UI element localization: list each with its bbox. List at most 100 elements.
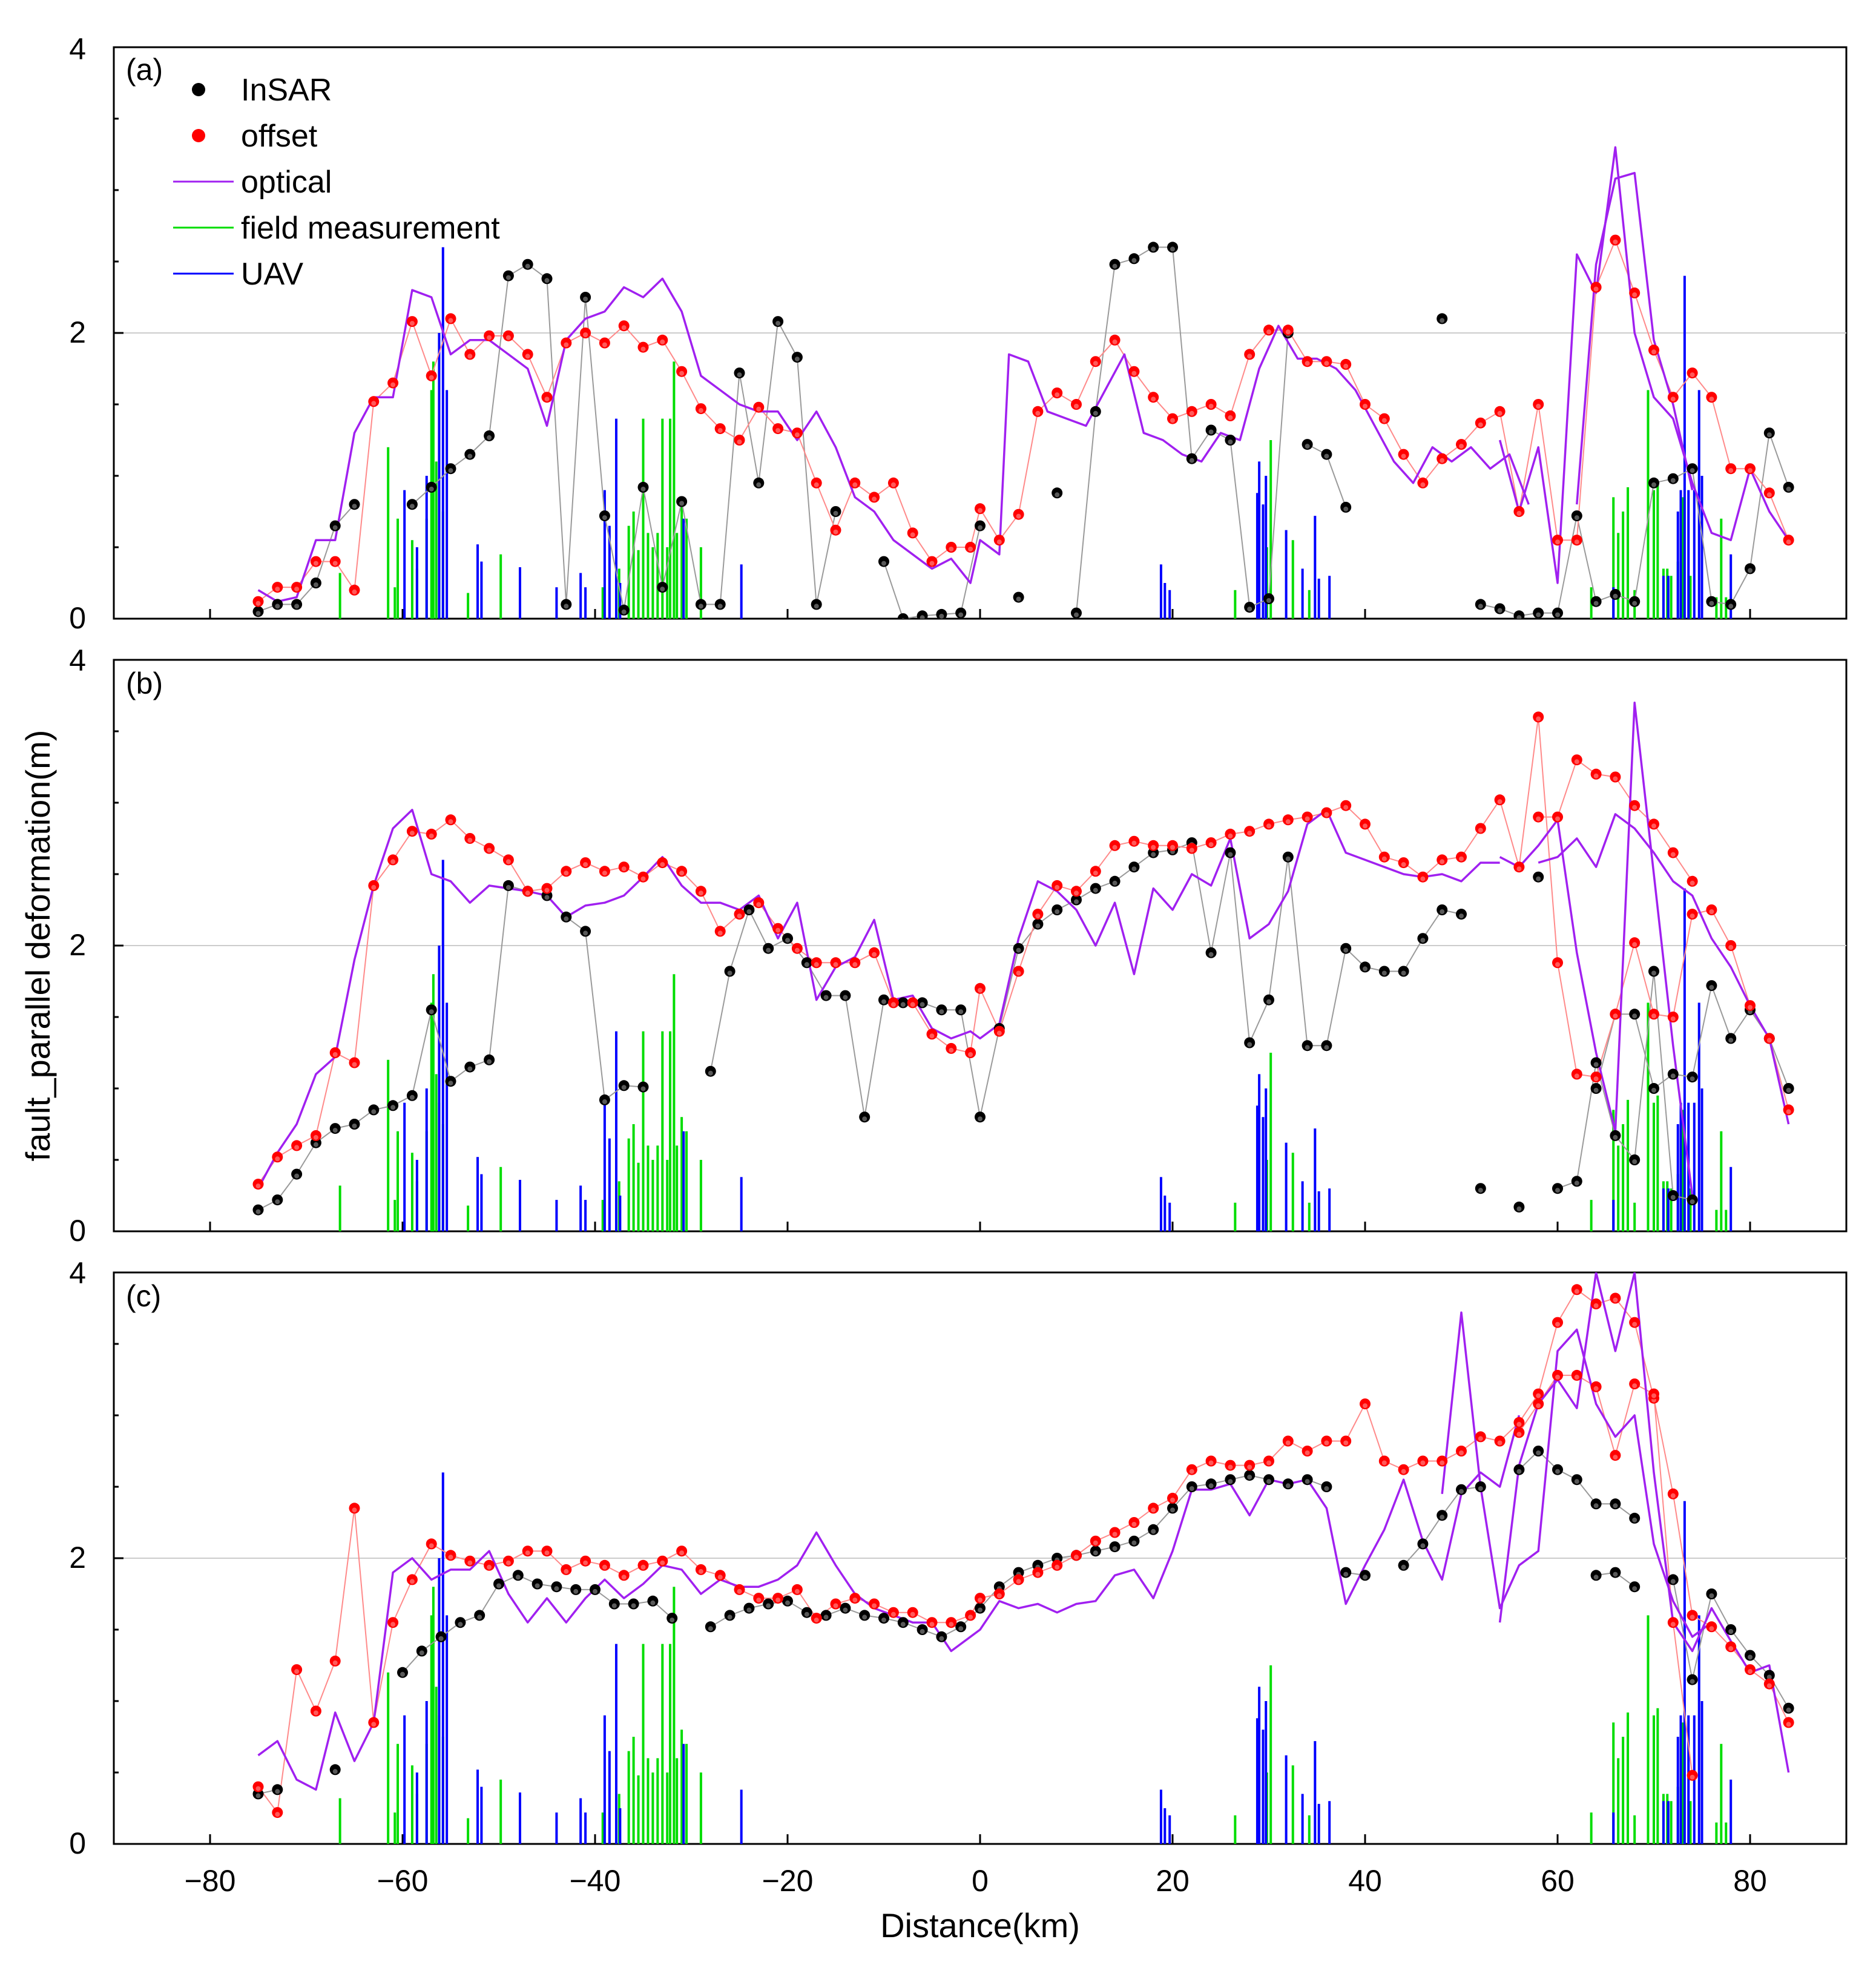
offset-point <box>965 1610 976 1621</box>
insar-point-highlight <box>1440 909 1445 914</box>
insar-point-highlight <box>573 1588 579 1594</box>
offset-point-highlight <box>1536 716 1541 722</box>
offset-point <box>714 926 726 937</box>
insar-point <box>1706 596 1717 607</box>
offset-point <box>1321 356 1332 367</box>
insar-point <box>917 610 928 619</box>
legend: InSAR offset optical field measurement U… <box>173 73 500 292</box>
offset-point-highlight <box>852 482 858 487</box>
offset-point <box>310 556 321 567</box>
insar-point-highlight <box>294 1173 300 1179</box>
offset-point-highlight <box>1516 511 1522 516</box>
insar-point <box>1687 463 1698 475</box>
insar-point <box>936 608 947 619</box>
offset-point-highlight <box>1536 1403 1541 1409</box>
insar-point <box>512 1570 524 1581</box>
y-tick-label: 2 <box>69 315 86 349</box>
offset-point <box>1629 287 1641 298</box>
insar-point-highlight <box>1690 1076 1695 1082</box>
offset-point-highlight <box>1074 404 1079 409</box>
insar-point-highlight <box>1285 856 1291 861</box>
offset-point-highlight <box>1170 1497 1175 1503</box>
offset-point <box>1186 843 1197 854</box>
offset-point-highlight <box>467 354 473 359</box>
offset-point-highlight <box>1074 1555 1079 1560</box>
insar-point <box>1205 1478 1217 1490</box>
offset-point <box>1513 1417 1525 1428</box>
insar-point-highlight <box>332 1128 338 1133</box>
insar-point <box>878 994 889 1006</box>
offset-point-highlight <box>448 819 453 825</box>
insar-point-highlight <box>1189 1486 1194 1491</box>
insar-point-highlight <box>794 357 800 362</box>
insar-point-highlight <box>823 995 829 1000</box>
offset-point-highlight <box>429 1543 434 1549</box>
offset-point <box>772 1593 784 1604</box>
offset-point-highlight <box>1285 329 1291 335</box>
offset-point-highlight <box>255 601 261 606</box>
offset-point-highlight <box>583 332 588 337</box>
insar-point-highlight <box>275 1199 280 1205</box>
offset-point-highlight <box>1343 805 1349 810</box>
insar-point <box>1282 851 1294 863</box>
offset-point-highlight <box>525 354 530 359</box>
insar-point-highlight <box>1728 1038 1734 1043</box>
offset-point-highlight <box>1208 1460 1214 1466</box>
insar-point <box>1167 1503 1178 1514</box>
insar-point-highlight <box>823 1614 829 1620</box>
offset-point-highlight <box>1574 1289 1579 1294</box>
offset-point <box>1109 334 1121 346</box>
insar-point-highlight <box>746 909 752 914</box>
insar-point <box>1687 1674 1698 1685</box>
offset-point <box>599 1559 610 1571</box>
insar-point <box>666 1613 678 1624</box>
insar-point <box>1417 1538 1429 1550</box>
offset-point-highlight <box>833 1603 838 1608</box>
insar-point-highlight <box>1786 1707 1791 1713</box>
insar-point <box>484 1054 495 1065</box>
offset-point-highlight <box>505 859 511 864</box>
insar-point-highlight <box>660 587 665 592</box>
offset-point-highlight <box>996 1030 1002 1036</box>
offset-point <box>406 826 418 837</box>
offset-point <box>1282 814 1294 826</box>
offset-point <box>1648 344 1659 356</box>
insar-point-highlight <box>1381 970 1387 976</box>
insar-point-highlight <box>1305 444 1310 449</box>
offset-point-highlight <box>1055 884 1060 890</box>
offset-point <box>1456 851 1467 863</box>
insar-point-highlight <box>467 453 473 459</box>
offset-point-highlight <box>1632 942 1637 947</box>
offset-point-highlight <box>1670 1016 1676 1021</box>
offset-point-highlight <box>1285 1440 1291 1446</box>
plot-layer <box>114 47 1846 1844</box>
offset-point <box>975 982 986 994</box>
offset-point-highlight <box>332 1052 338 1057</box>
offset-point-highlight <box>890 1611 896 1617</box>
insar-point-highlight <box>900 1002 906 1007</box>
insar-point-highlight <box>708 1070 713 1076</box>
insar-point-highlight <box>1613 1572 1618 1577</box>
offset-point-highlight <box>255 1183 261 1189</box>
offset-point-highlight <box>1440 458 1445 463</box>
offset-point <box>1590 1071 1602 1083</box>
insar-point-highlight <box>1266 999 1271 1004</box>
insar-point-highlight <box>1748 1654 1753 1660</box>
offset-point-highlight <box>1536 404 1541 409</box>
offset-point <box>387 854 399 866</box>
offset-point-highlight <box>621 1575 627 1580</box>
insar-point <box>820 990 832 1001</box>
insar-point <box>657 582 668 593</box>
insar-point <box>897 997 909 1009</box>
offset-point <box>830 524 841 536</box>
insar-point-highlight <box>1055 492 1060 498</box>
offset-point <box>1687 909 1698 920</box>
offset-point-highlight <box>1574 1374 1579 1380</box>
insar-point-highlight <box>1632 1517 1637 1522</box>
offset-point <box>1571 1284 1582 1295</box>
insar-point <box>1378 966 1390 977</box>
insar-point-highlight <box>1131 258 1137 263</box>
offset-point-highlight <box>1766 1038 1772 1043</box>
offset-point <box>1725 1641 1737 1653</box>
offset-point-highlight <box>1324 361 1329 366</box>
